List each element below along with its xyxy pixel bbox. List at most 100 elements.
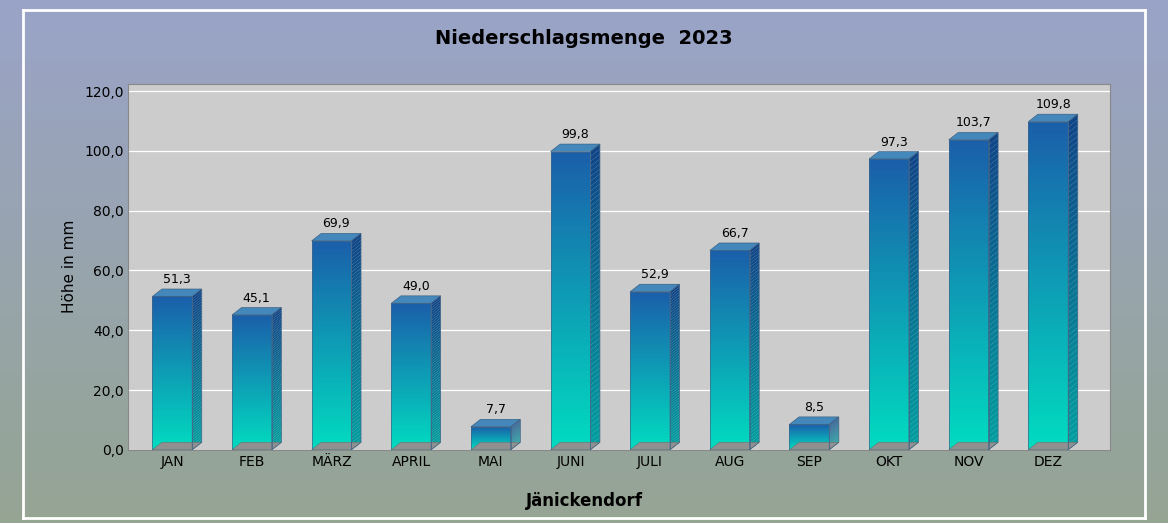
- Bar: [232, 362, 272, 364]
- Polygon shape: [431, 335, 440, 345]
- Bar: [710, 413, 750, 415]
- Polygon shape: [312, 442, 361, 450]
- Bar: [948, 430, 988, 434]
- Bar: [948, 260, 988, 264]
- Polygon shape: [431, 364, 440, 374]
- Polygon shape: [1069, 360, 1078, 373]
- Bar: [152, 308, 193, 310]
- Bar: [550, 394, 590, 397]
- Polygon shape: [590, 179, 600, 191]
- Polygon shape: [193, 327, 202, 337]
- Polygon shape: [909, 239, 918, 251]
- Polygon shape: [510, 423, 520, 430]
- Bar: [550, 405, 590, 409]
- Bar: [948, 271, 988, 276]
- Bar: [710, 343, 750, 345]
- Polygon shape: [1069, 371, 1078, 384]
- Bar: [948, 210, 988, 213]
- Bar: [631, 320, 670, 321]
- Bar: [550, 375, 590, 379]
- Bar: [631, 394, 670, 396]
- Polygon shape: [829, 429, 839, 438]
- Bar: [869, 388, 909, 392]
- Polygon shape: [750, 349, 759, 360]
- Bar: [312, 350, 352, 353]
- Polygon shape: [948, 132, 999, 140]
- Polygon shape: [988, 246, 999, 259]
- Bar: [710, 375, 750, 378]
- Bar: [869, 279, 909, 282]
- Polygon shape: [550, 442, 600, 450]
- Bar: [232, 327, 272, 328]
- Polygon shape: [272, 344, 281, 353]
- Bar: [1028, 261, 1069, 265]
- Polygon shape: [471, 419, 520, 427]
- Bar: [312, 324, 352, 327]
- Polygon shape: [352, 414, 361, 425]
- Bar: [710, 328, 750, 330]
- Polygon shape: [590, 423, 600, 435]
- Polygon shape: [471, 442, 520, 450]
- Polygon shape: [272, 427, 281, 436]
- Bar: [152, 315, 193, 317]
- Polygon shape: [590, 244, 600, 256]
- Bar: [232, 371, 272, 372]
- Polygon shape: [670, 379, 680, 389]
- Polygon shape: [829, 437, 839, 445]
- Bar: [1028, 388, 1069, 392]
- Bar: [312, 413, 352, 416]
- Bar: [869, 323, 909, 326]
- Polygon shape: [1069, 437, 1078, 450]
- Bar: [948, 337, 988, 342]
- Bar: [869, 232, 909, 235]
- Bar: [869, 188, 909, 192]
- Bar: [948, 427, 988, 430]
- Bar: [710, 260, 750, 263]
- Polygon shape: [352, 348, 361, 359]
- Polygon shape: [352, 317, 361, 328]
- Bar: [710, 382, 750, 385]
- Bar: [152, 367, 193, 369]
- Bar: [312, 275, 352, 277]
- Polygon shape: [909, 306, 918, 319]
- Polygon shape: [590, 298, 600, 311]
- Polygon shape: [590, 209, 600, 221]
- Bar: [152, 302, 193, 304]
- Polygon shape: [272, 417, 281, 427]
- Bar: [1028, 363, 1069, 368]
- Bar: [391, 424, 431, 426]
- Bar: [869, 301, 909, 304]
- Polygon shape: [431, 408, 440, 418]
- Polygon shape: [590, 283, 600, 295]
- Bar: [550, 331, 590, 334]
- Text: Niederschlagsmenge  2023: Niederschlagsmenge 2023: [436, 29, 732, 48]
- Bar: [869, 381, 909, 384]
- Polygon shape: [590, 343, 600, 355]
- Bar: [948, 365, 988, 368]
- Polygon shape: [510, 421, 520, 429]
- Polygon shape: [510, 424, 520, 432]
- Bar: [550, 312, 590, 315]
- Bar: [869, 261, 909, 265]
- Polygon shape: [909, 214, 918, 227]
- Polygon shape: [510, 434, 520, 442]
- Polygon shape: [510, 435, 520, 442]
- Polygon shape: [909, 152, 918, 164]
- Bar: [232, 436, 272, 438]
- Polygon shape: [829, 421, 839, 429]
- Bar: [710, 350, 750, 353]
- Polygon shape: [829, 440, 839, 448]
- Bar: [869, 392, 909, 395]
- Polygon shape: [431, 323, 440, 333]
- Polygon shape: [670, 355, 680, 366]
- Bar: [550, 301, 590, 304]
- Polygon shape: [431, 411, 440, 420]
- Bar: [152, 327, 193, 329]
- Bar: [631, 302, 670, 303]
- Polygon shape: [988, 365, 999, 378]
- Bar: [1028, 122, 1069, 126]
- Bar: [631, 381, 670, 383]
- Bar: [550, 219, 590, 222]
- Polygon shape: [909, 370, 918, 382]
- Polygon shape: [272, 408, 281, 418]
